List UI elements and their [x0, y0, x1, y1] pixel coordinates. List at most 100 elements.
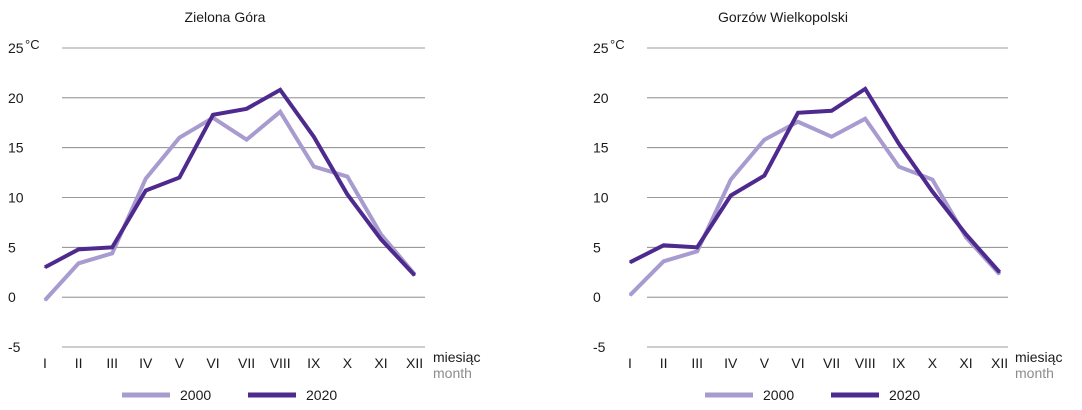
x-axis-title-secondary: month	[433, 365, 472, 381]
data-point	[44, 266, 46, 269]
x-tick-label: VIII	[270, 355, 291, 371]
y-tick-label: 15	[8, 140, 24, 156]
legend: 2000 2020	[122, 387, 337, 403]
x-tick-label: III	[106, 355, 118, 371]
data-point	[931, 178, 934, 181]
x-tick-label: I	[628, 355, 632, 371]
x-tick-label: VII	[238, 355, 255, 371]
data-point	[797, 111, 799, 114]
x-tick-label: XI	[959, 355, 972, 371]
series-line-2000	[43, 108, 417, 302]
data-point	[696, 246, 698, 249]
data-point	[629, 294, 631, 296]
data-point	[965, 233, 967, 236]
data-point	[346, 175, 349, 178]
data-point	[380, 238, 382, 241]
legend: 2000 2020	[705, 387, 920, 403]
series-line-2020	[44, 87, 417, 277]
x-axis-title: miesiąc	[1015, 349, 1062, 365]
data-point	[797, 120, 799, 123]
data-point	[245, 138, 248, 141]
x-tick-label: VIII	[855, 355, 876, 371]
data-point	[212, 113, 214, 116]
data-point	[830, 135, 833, 138]
y-tick-label: 10	[593, 190, 609, 206]
legend-label: 2020	[306, 387, 337, 403]
data-point	[313, 135, 315, 138]
y-tick-label: 0	[8, 289, 16, 305]
x-tick-label: XI	[374, 355, 387, 371]
data-point	[111, 246, 113, 249]
y-unit-label: °C	[610, 37, 625, 52]
x-tick-label: III	[691, 355, 703, 371]
chart-title: Zielona Góra	[185, 9, 266, 25]
data-point	[77, 248, 80, 251]
y-unit-label: °C	[25, 37, 40, 52]
legend-label: 2020	[889, 387, 920, 403]
x-axis-title: miesiąc	[433, 349, 480, 365]
data-point	[931, 190, 934, 193]
series-line-2020	[629, 86, 1002, 274]
data-point	[313, 165, 315, 168]
y-tick-label: 25	[593, 40, 609, 56]
data-point	[730, 178, 732, 181]
x-axis-title-secondary: month	[1015, 365, 1054, 381]
data-point	[279, 89, 282, 91]
data-point	[77, 262, 80, 265]
data-point	[178, 176, 181, 179]
y-tick-label: 5	[593, 239, 601, 255]
series-2000	[43, 108, 417, 302]
x-tick-label: VI	[791, 355, 804, 371]
y-tick-label: 15	[593, 140, 609, 156]
y-tick-label: 0	[593, 289, 601, 305]
x-tick-label: V	[175, 355, 185, 371]
x-tick-label: IX	[307, 355, 321, 371]
x-tick-label: II	[75, 355, 83, 371]
x-tick-label: I	[43, 355, 47, 371]
legend-label: 2000	[180, 387, 211, 403]
x-tick-label: V	[760, 355, 770, 371]
legend-label: 2000	[763, 387, 794, 403]
data-point	[763, 174, 766, 177]
data-point	[380, 233, 382, 236]
x-tick-label: II	[660, 355, 668, 371]
data-point	[998, 273, 1001, 276]
data-point	[145, 177, 147, 180]
x-tick-label: VI	[206, 355, 219, 371]
data-point	[178, 136, 181, 139]
data-point	[898, 142, 900, 145]
y-tick-label: 25	[8, 40, 24, 56]
x-tick-label: XII	[406, 355, 423, 371]
data-point	[346, 193, 349, 196]
x-tick-label: X	[928, 355, 938, 371]
data-point	[662, 244, 665, 247]
y-tick-label: 10	[8, 190, 24, 206]
data-point	[864, 117, 866, 120]
x-tick-label: IV	[724, 355, 738, 371]
y-tick-label: 20	[8, 90, 24, 106]
x-tick-label: X	[343, 355, 353, 371]
y-tick-label: 20	[593, 90, 609, 106]
data-point	[898, 165, 900, 168]
chart-title: Gorzów Wielkopolski	[718, 9, 848, 25]
x-tick-label: IX	[892, 355, 906, 371]
data-point	[730, 194, 732, 197]
data-point	[662, 260, 665, 263]
data-point	[44, 299, 46, 301]
data-point	[696, 250, 698, 253]
data-point	[998, 271, 1001, 274]
y-tick-label: 5	[8, 239, 16, 255]
data-point	[413, 274, 416, 277]
y-tick-label: -5	[593, 339, 606, 355]
data-point	[864, 88, 866, 90]
series-line-2000	[628, 116, 1002, 297]
data-point	[245, 107, 248, 110]
data-point	[830, 109, 833, 112]
x-tick-label: IV	[139, 355, 153, 371]
data-point	[279, 110, 282, 113]
data-point	[763, 138, 766, 141]
x-tick-label: XII	[991, 355, 1008, 371]
